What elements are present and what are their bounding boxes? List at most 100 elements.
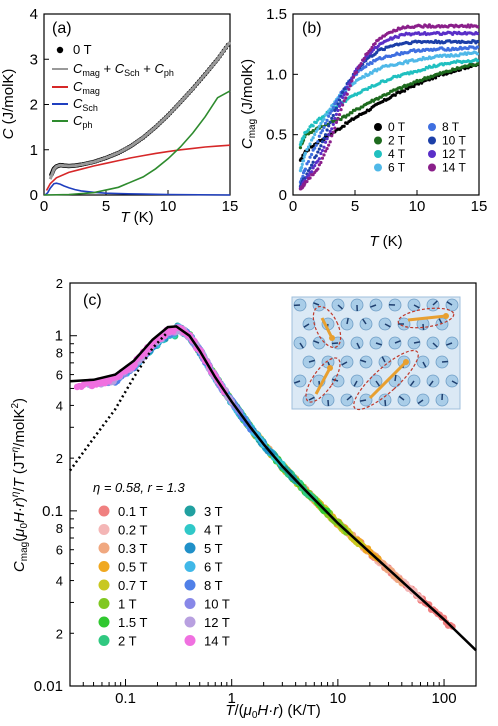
data-point-6T xyxy=(362,75,366,79)
inset-dimer-ellipse xyxy=(305,357,341,403)
y-tick-label: 1.0 xyxy=(266,66,287,83)
data-point-14T xyxy=(351,75,356,79)
data-point-14T xyxy=(317,163,321,167)
legend-label: 0 T xyxy=(388,120,406,134)
panel-b-xlabel: T (K) xyxy=(369,233,402,250)
legend-marker xyxy=(184,542,196,554)
lattice-spin xyxy=(384,399,387,407)
data-point-10T xyxy=(325,128,329,132)
y-tick-label: 3 xyxy=(30,51,38,68)
panel-b: 0 5 10 15 0 0.5 1.0 1.5 (b) T (K) Cmag (J/molK)… xyxy=(239,6,487,250)
data-point-10T xyxy=(330,116,334,120)
x-tick-label: 5 xyxy=(351,198,359,215)
data-point-12T xyxy=(328,129,332,134)
lattice-spin xyxy=(356,342,361,349)
data-point-6T xyxy=(367,73,371,77)
y-tick-label: 0 xyxy=(30,187,38,204)
x-tick-label: 10 xyxy=(160,198,177,215)
data-point-14T xyxy=(142,350,149,357)
data-point-10T xyxy=(328,120,332,125)
legend-label: 0.1 T xyxy=(118,504,147,519)
y-minor-tick-label: 2 xyxy=(56,276,63,291)
data-point-14T xyxy=(322,153,326,157)
lattice-spin xyxy=(313,302,320,306)
data-point-0T xyxy=(434,76,438,80)
data-point-14T xyxy=(325,146,329,151)
series-line-2 xyxy=(45,144,231,191)
legend-label-csch: CSch xyxy=(73,96,98,113)
legend-label: 3 T xyxy=(204,504,223,519)
y-minor-tick-label: 4 xyxy=(56,574,63,589)
legend-marker xyxy=(374,163,382,172)
data-point-14T xyxy=(341,103,345,107)
x-tick-label: 0.1 xyxy=(115,690,136,707)
data-point-12T xyxy=(320,148,325,153)
legend-label: 8 T xyxy=(442,120,460,134)
x-tick-label: 10 xyxy=(330,690,347,707)
data-point-12T xyxy=(325,137,329,141)
legend-label: 0.5 T xyxy=(118,560,147,575)
data-point-6T xyxy=(303,151,307,155)
data-point-8T xyxy=(306,159,311,164)
data-point-8T xyxy=(305,162,309,166)
data-point-12T xyxy=(475,31,480,36)
data-point-8T xyxy=(314,143,318,147)
data-point-6T xyxy=(420,58,424,62)
data-point-6T xyxy=(308,142,312,146)
data-point-0T xyxy=(342,124,346,128)
data-point-10T xyxy=(337,98,342,102)
y-tick-label: 2 xyxy=(30,97,38,114)
legend-marker xyxy=(98,505,110,517)
data-point-6T xyxy=(302,155,306,159)
data-point-14T xyxy=(354,70,359,74)
data-point-6T xyxy=(300,165,304,170)
y-tick-label: 0 xyxy=(279,187,287,204)
data-point-4T xyxy=(314,120,318,125)
data-point-8T xyxy=(317,134,321,138)
lattice-spin xyxy=(303,323,310,328)
legend-label: 12 T xyxy=(204,615,230,630)
legend-marker xyxy=(374,150,382,158)
data-point-8T xyxy=(333,102,337,106)
legend-label: 2 T xyxy=(388,134,406,148)
data-point-8T xyxy=(323,121,328,125)
data-point-14T xyxy=(308,176,312,180)
data-point-12T xyxy=(310,170,314,174)
data-point-14T xyxy=(319,160,323,165)
data-point-8T xyxy=(330,109,334,113)
data-point-14T xyxy=(337,112,342,117)
data-point-10T xyxy=(319,144,323,148)
legend-label: 12 T xyxy=(442,147,466,161)
data-point-14T xyxy=(334,120,338,124)
lattice-spin xyxy=(294,380,301,384)
data-point-2T xyxy=(350,111,354,115)
data-point-14T xyxy=(370,45,374,50)
x-tick-label: 1 xyxy=(228,690,236,707)
data-point-6T xyxy=(353,81,357,85)
data-point-6T xyxy=(317,124,321,128)
data-point-8T xyxy=(325,118,329,123)
data-point-14T xyxy=(331,130,335,134)
lattice-spin xyxy=(451,380,458,385)
panel-c-legend: 0.1 T 0.2 T 0.3 T 0.5 T 0.7 T 1 T 1.5 T 2 T 3 T 4… xyxy=(98,504,230,649)
data-point-2T xyxy=(339,117,343,122)
data-point-8T xyxy=(313,146,317,150)
data-point-14T xyxy=(359,62,363,66)
lattice-spin xyxy=(413,341,421,344)
legend-marker xyxy=(428,136,436,145)
legend-marker xyxy=(184,524,196,535)
data-point-12T xyxy=(333,116,337,121)
data-point-14T xyxy=(131,361,138,369)
legend-marker xyxy=(428,163,436,172)
legend-marker xyxy=(374,136,382,145)
panel-b-frame xyxy=(292,13,480,196)
data-point-2T xyxy=(298,146,303,150)
data-point-6T xyxy=(301,159,306,163)
lattice-spin xyxy=(308,359,315,363)
data-point-0T xyxy=(403,89,407,93)
data-point-14T xyxy=(336,117,340,121)
data-point-12T xyxy=(376,44,380,48)
data-point-12T xyxy=(316,159,320,163)
inset-dimer-ellipse xyxy=(353,349,419,411)
data-point-14T xyxy=(347,87,351,91)
